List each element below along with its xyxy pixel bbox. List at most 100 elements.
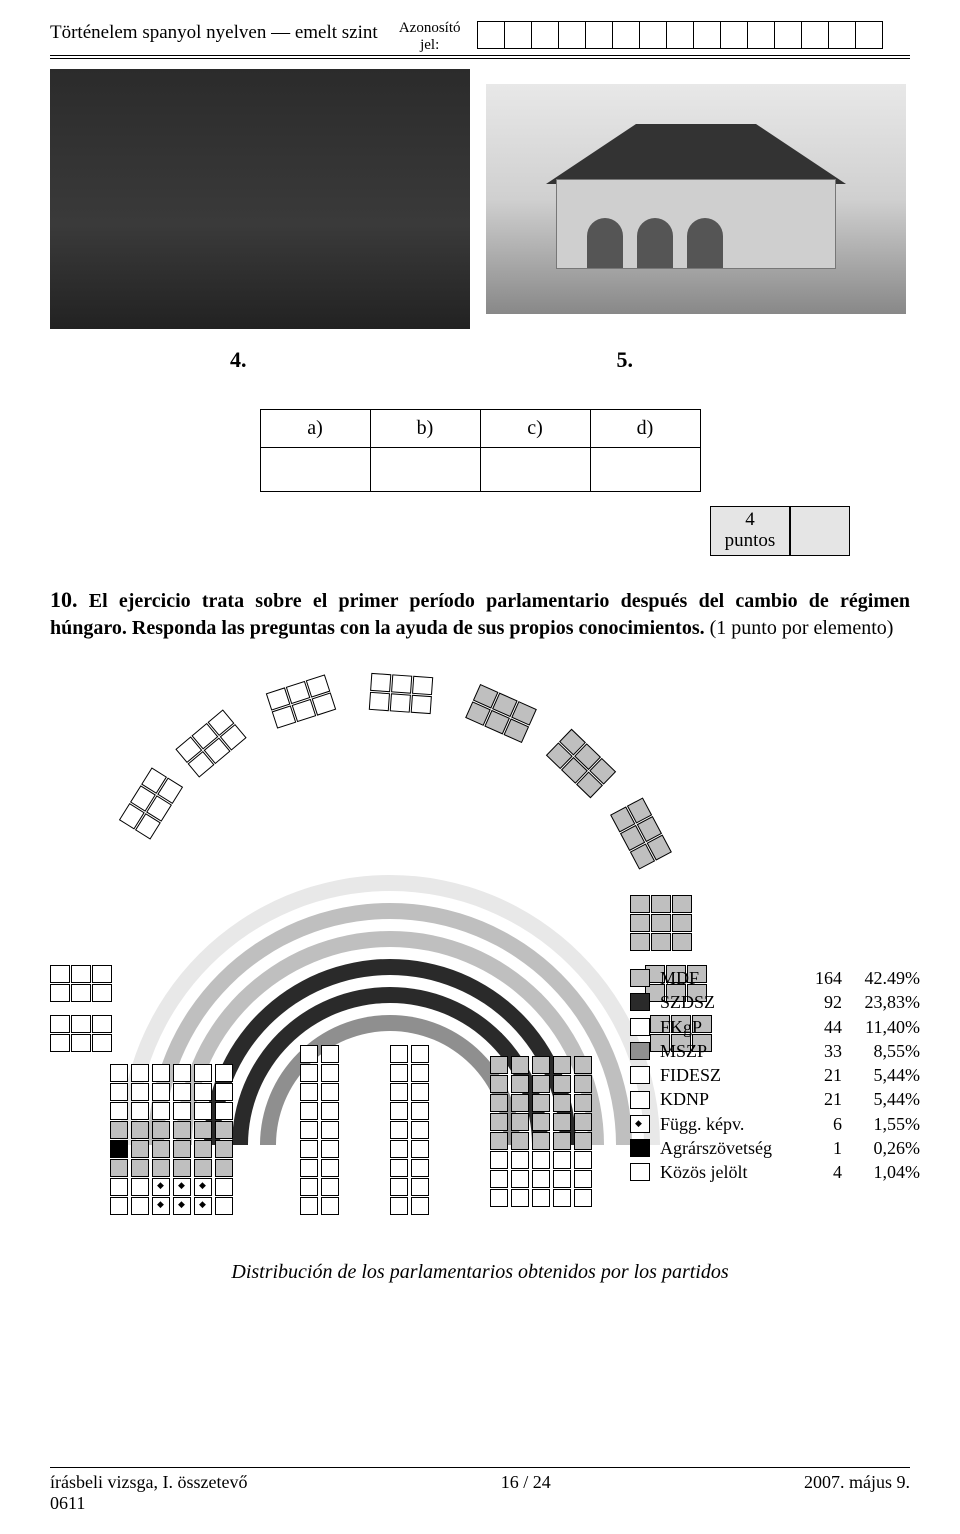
- seat-cell: [110, 1178, 128, 1196]
- seat-cell: [194, 1064, 212, 1082]
- id-cell[interactable]: [828, 21, 856, 49]
- seat-cell: [321, 1083, 339, 1101]
- seat-cell: [194, 1197, 212, 1215]
- seat-cell: [110, 1197, 128, 1215]
- footer-left-1: írásbeli vizsga, I. összetevő: [50, 1472, 247, 1493]
- seat-cell: [411, 1083, 429, 1101]
- seat-cell: [411, 1178, 429, 1196]
- id-cell[interactable]: [855, 21, 883, 49]
- seat-cell: [532, 1056, 550, 1074]
- seat-cell: [390, 1102, 408, 1120]
- seat-cell: [131, 1064, 149, 1082]
- legend-swatch: [630, 969, 650, 987]
- col-group-mid2: [390, 1045, 429, 1215]
- seat-cell: [574, 1170, 592, 1188]
- seat-cell: [173, 1140, 191, 1158]
- seat-cell: [553, 1113, 571, 1131]
- ans-a[interactable]: [260, 448, 370, 492]
- diagram-caption: Distribución de los parlamentarios obten…: [50, 1261, 910, 1284]
- seat-cell: [390, 1121, 408, 1139]
- id-cell[interactable]: [612, 21, 640, 49]
- seat-cell: [574, 1132, 592, 1150]
- seat-cell: [490, 1056, 508, 1074]
- seat-cell: [553, 1170, 571, 1188]
- seat-cell: [215, 1178, 233, 1196]
- legend-seats: 92: [800, 990, 842, 1014]
- legend-pct: 8,55%: [842, 1039, 920, 1063]
- seat-cell: [532, 1075, 550, 1093]
- seat-cell: [411, 1140, 429, 1158]
- legend-name: FKgP: [660, 1015, 800, 1039]
- legend-seats: 6: [800, 1112, 842, 1136]
- id-cell[interactable]: [477, 21, 505, 49]
- legend-name: MSZP: [660, 1039, 800, 1063]
- photo-numbers: 4. 5.: [50, 347, 910, 373]
- legend-pct: 23,83%: [842, 990, 920, 1014]
- seat-cell: [131, 1102, 149, 1120]
- photo-num-4: 4.: [230, 347, 247, 373]
- parliament-diagram: MDF16442.49%SZDSZ9223,83%FKgP4411,40%MSZ…: [50, 665, 910, 1245]
- ans-d[interactable]: [590, 448, 700, 492]
- col-d: d): [590, 410, 700, 448]
- seat-cell: [215, 1102, 233, 1120]
- seat-cluster: [630, 895, 692, 951]
- seat-cell: [300, 1102, 318, 1120]
- legend: MDF16442.49%SZDSZ9223,83%FKgP4411,40%MSZ…: [630, 966, 920, 1185]
- seat-cell: [131, 1140, 149, 1158]
- seat-cell: [131, 1178, 149, 1196]
- id-grid: [478, 21, 883, 49]
- seat-cell: [173, 1178, 191, 1196]
- id-cell[interactable]: [801, 21, 829, 49]
- seat-cell: [300, 1045, 318, 1063]
- id-cell[interactable]: [720, 21, 748, 49]
- seat-cell: [173, 1064, 191, 1082]
- id-cell[interactable]: [693, 21, 721, 49]
- legend-pct: 5,44%: [842, 1063, 920, 1087]
- id-cell[interactable]: [504, 21, 532, 49]
- seat-cell: [574, 1151, 592, 1169]
- seat-cell: [300, 1197, 318, 1215]
- seat-cell: [390, 1178, 408, 1196]
- id-label: Azonosító jel:: [390, 20, 470, 53]
- id-cell[interactable]: [774, 21, 802, 49]
- footer-left-2: 0611: [50, 1493, 247, 1514]
- seat-cell: [215, 1159, 233, 1177]
- seat-cell: [194, 1083, 212, 1101]
- seat-cell: [411, 1064, 429, 1082]
- seat-cell: [173, 1083, 191, 1101]
- ans-c[interactable]: [480, 448, 590, 492]
- id-cell[interactable]: [747, 21, 775, 49]
- legend-pct: 5,44%: [842, 1087, 920, 1111]
- legend-swatch: [630, 1066, 650, 1084]
- seat-cell: [511, 1094, 529, 1112]
- legend-seats: 21: [800, 1063, 842, 1087]
- seat-cell: [215, 1083, 233, 1101]
- id-cell[interactable]: [558, 21, 586, 49]
- legend-name: SZDSZ: [660, 990, 800, 1014]
- seat-cell: [574, 1094, 592, 1112]
- seat-cell: [553, 1151, 571, 1169]
- id-cell[interactable]: [639, 21, 667, 49]
- seat-cell: [215, 1197, 233, 1215]
- legend-name: FIDESZ: [660, 1063, 800, 1087]
- ans-b[interactable]: [370, 448, 480, 492]
- score-label: puntos: [725, 530, 776, 551]
- seat-cell: [300, 1083, 318, 1101]
- seat-cell: [321, 1140, 339, 1158]
- id-cell[interactable]: [585, 21, 613, 49]
- seat-cell: [173, 1102, 191, 1120]
- legend-row: MDF16442.49%: [630, 966, 920, 990]
- seat-cell: [532, 1113, 550, 1131]
- seat-cell: [490, 1075, 508, 1093]
- seat-cell: [152, 1102, 170, 1120]
- seat-cell: [110, 1064, 128, 1082]
- seat-cell: [300, 1064, 318, 1082]
- id-cell[interactable]: [531, 21, 559, 49]
- seat-cluster: [50, 1015, 112, 1052]
- id-cell[interactable]: [666, 21, 694, 49]
- legend-name: Közös jelölt: [660, 1160, 800, 1184]
- seat-cell: [411, 1121, 429, 1139]
- seat-cell: [300, 1140, 318, 1158]
- q10-tail: (1 punto por elemento): [705, 617, 894, 639]
- legend-row: MSZP338,55%: [630, 1039, 920, 1063]
